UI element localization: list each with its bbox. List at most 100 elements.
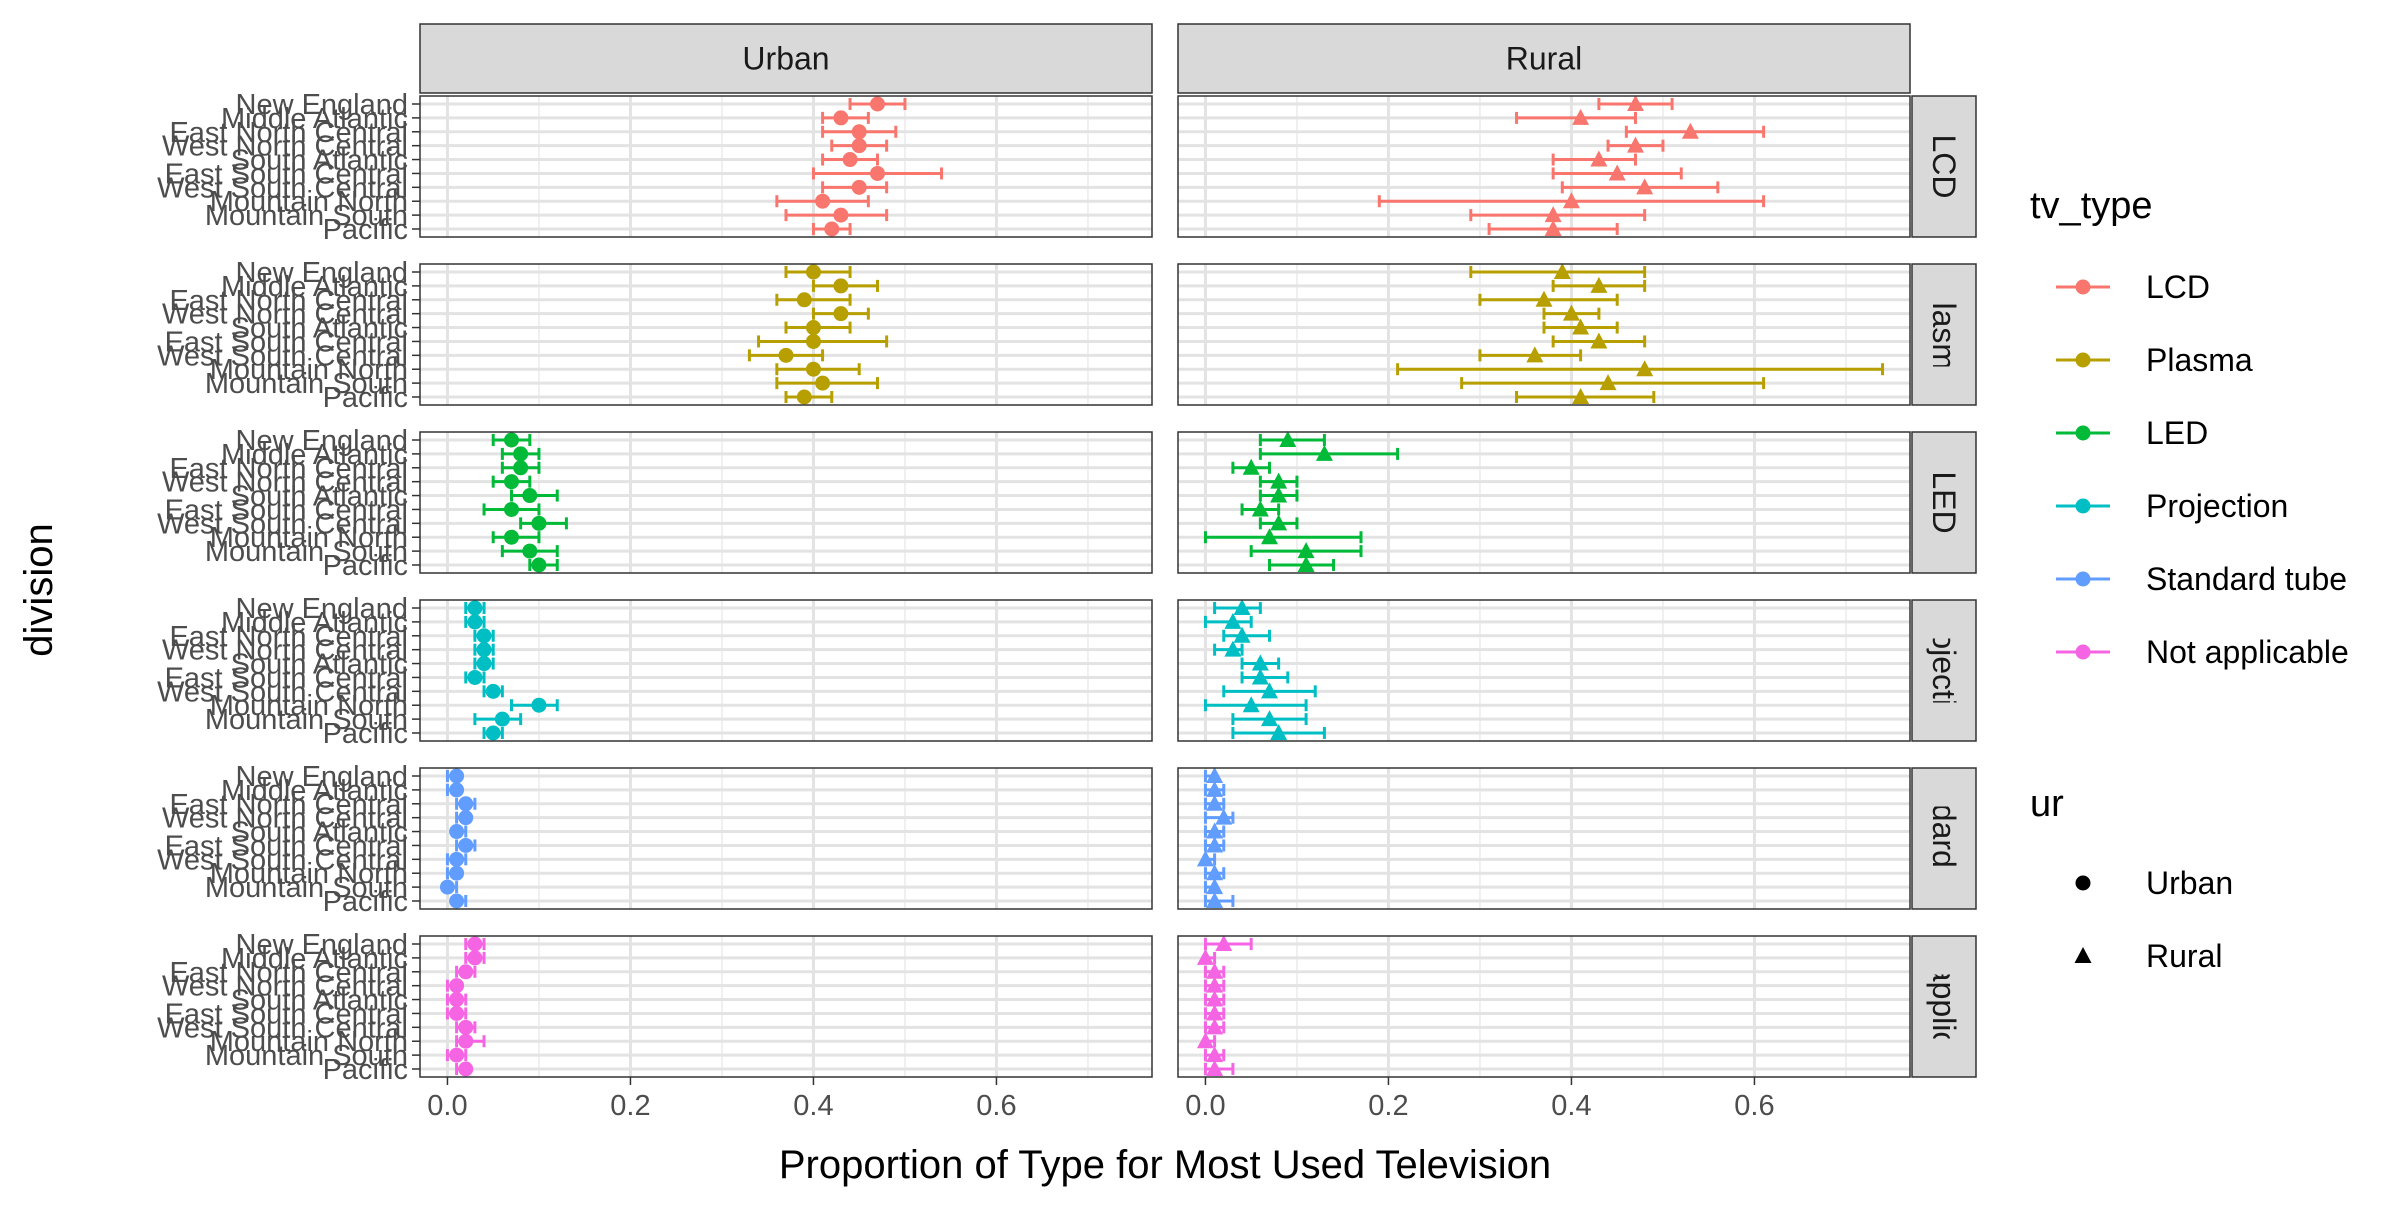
point-urban-mountain-north [449,865,465,881]
y-tick-label-new-england: New England [236,257,409,289]
panel-border-plasma-rural [1177,263,1911,406]
y-tick-label-mountain-south: Mountain South [205,872,408,904]
panel-border-projection-rural [1177,599,1911,742]
y-tick-label-west-south-central: West South Central [157,340,408,372]
point-rural-pacific [1270,724,1288,740]
y-tick-label-west-south-central: West South Central [157,1012,408,1044]
point-urban-east-north-central [458,964,474,980]
point-urban-west-south-central [458,1019,474,1035]
y-tick-label-west-north-central: West North Central [162,131,408,163]
point-rural-west-south-central [1526,346,1544,363]
point-urban-south-atlantic [449,824,465,840]
y-tick-label-mountain-south: Mountain South [205,1040,408,1072]
point-rural-new-england [1233,599,1251,615]
y-tick-label-pacific: Pacific [323,550,408,582]
y-tick-label-new-england: New England [236,425,409,457]
point-rural-mountain-south [1599,374,1617,391]
point-rural-middle-atlantic [1196,948,1214,965]
legend-label-projection: Projection [2146,488,2288,524]
point-urban-west-north-central [476,642,492,658]
point-urban-mountain-south [494,711,510,727]
point-rural-mountain-south [1206,1046,1224,1063]
point-urban-west-north-central [833,306,849,322]
point-urban-south-atlantic [842,152,858,168]
point-urban-pacific [485,725,501,741]
point-urban-west-south-central [449,851,465,867]
y-tick-label-east-north-central: East North Central [169,789,408,821]
facet-strip-label-led: LED [1926,471,1962,533]
point-urban-east-north-central [458,796,474,812]
point-rural-east-north-central [1242,458,1260,475]
panel-bg-standard-tube-rural [1178,768,1910,909]
point-urban-south-atlantic [805,320,821,336]
point-urban-new-england [467,600,483,616]
y-tick-label-mountain-north: Mountain North [210,1026,408,1058]
point-urban-new-england [504,432,519,448]
point-rural-east-north-central [1233,626,1251,643]
y-tick-label-pacific: Pacific [323,382,408,414]
point-urban-mountain-south [522,543,538,559]
panel-border-plasma-urban [419,263,1153,406]
point-urban-new-england [467,936,483,952]
point-rural-east-south-central [1251,668,1269,685]
y-tick-label-new-england: New England [236,929,409,961]
facet-strip-plasma [1911,263,1977,406]
x-axis-title: Proportion of Type for Most Used Televis… [779,1143,1551,1187]
panel-border-led-rural [1177,431,1911,574]
legend-label-plasma: Plasma [2146,342,2253,378]
point-rural-mountain-south [1261,710,1278,727]
y-tick-label-south-atlantic: South Atlantic [231,313,408,345]
point-rural-west-south-central [1206,1018,1224,1035]
facet-strip-lcd [1911,95,1977,238]
point-urban-middle-atlantic [833,110,849,126]
y-tick-label-new-england: New England [236,593,409,625]
x-tick-label: 0.2 [610,1090,650,1122]
y-tick-label-middle-atlantic: Middle Atlantic [221,607,408,639]
point-urban-east-south-central [805,333,821,349]
point-rural-east-south-central [1608,164,1626,181]
point-urban-west-south-central [485,683,501,699]
point-urban-south-atlantic [476,656,492,672]
point-urban-mountain-south [439,879,455,895]
point-rural-east-south-central [1206,1004,1224,1021]
point-urban-middle-atlantic [833,278,849,294]
y-tick-label-east-south-central: East South Central [165,326,408,358]
point-rural-south-atlantic [1206,990,1224,1007]
y-tick-label-west-north-central: West North Central [162,635,408,667]
point-urban-middle-atlantic [467,614,483,630]
point-urban-east-north-central [513,460,529,476]
legend-title-tv-type: tv_type [2030,185,2153,227]
point-rural-middle-atlantic [1572,108,1590,125]
point-rural-mountain-north [1636,360,1654,377]
point-urban-pacific [458,1061,474,1077]
y-axis-title: division [17,523,61,656]
point-urban-mountain-north [805,361,821,377]
point-rural-mountain-south [1206,878,1224,895]
y-tick-label-east-north-central: East North Central [169,957,408,989]
y-tick-label-mountain-south: Mountain South [205,536,408,568]
point-rural-east-south-central [1206,836,1224,853]
point-urban-east-south-central [449,1005,465,1021]
panel-bg-lcd-rural [1178,96,1910,237]
y-tick-label-south-atlantic: South Atlantic [231,985,408,1017]
y-tick-label-west-north-central: West North Central [162,299,408,331]
point-urban-west-south-central [851,179,867,195]
point-rural-west-north-central [1224,640,1242,657]
y-tick-label-west-south-central: West South Central [157,508,408,540]
point-urban-west-south-central [778,347,794,363]
point-rural-pacific [1297,556,1315,572]
y-tick-label-west-south-central: West South Central [157,844,408,876]
x-tick-label: 0.6 [976,1090,1016,1122]
point-urban-mountain-north [504,529,519,545]
legend-title-ur: ur [2030,783,2064,825]
point-rural-pacific [1206,1060,1224,1076]
point-urban-pacific [531,557,547,573]
y-tick-label-mountain-north: Mountain North [210,186,408,218]
point-rural-south-atlantic [1590,150,1608,167]
legend-label-urban: Urban [2146,865,2233,901]
y-tick-label-south-atlantic: South Atlantic [231,817,408,849]
point-urban-south-atlantic [449,992,465,1008]
y-tick-label-east-south-central: East South Central [165,998,408,1030]
